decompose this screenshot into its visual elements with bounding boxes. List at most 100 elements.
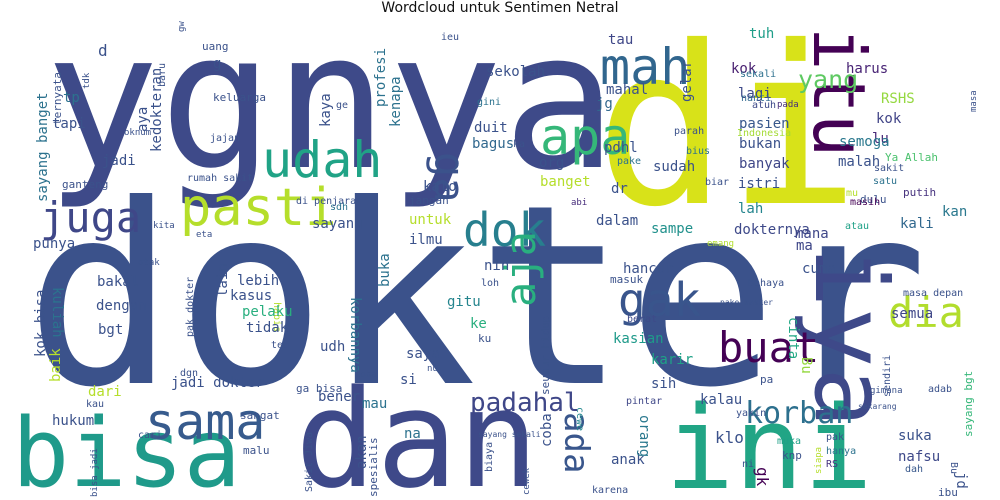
- cloud-word: akan: [354, 435, 370, 469]
- cloud-word: lagi: [738, 86, 772, 102]
- cloud-word: karena: [592, 485, 629, 496]
- cloud-word: d: [98, 41, 108, 60]
- cloud-word: saya: [406, 346, 440, 362]
- cloud-word: ka: [513, 139, 526, 150]
- cloud-word: dokternya: [734, 222, 810, 238]
- cloud-word: sangat: [240, 409, 280, 422]
- cloud-word: bahaya: [748, 278, 785, 289]
- cloud-word: bukan: [739, 136, 782, 152]
- cloud-word: korban: [745, 396, 854, 431]
- cloud-word: ga bisa: [296, 382, 343, 395]
- cloud-word: sayang: [312, 216, 363, 232]
- cloud-word: bagus: [472, 136, 515, 152]
- cloud-word: mau: [362, 396, 388, 412]
- cloud-word: gimana: [870, 386, 903, 396]
- cloud-word: kok: [876, 111, 902, 127]
- cloud-word: juga: [40, 193, 142, 242]
- cloud-word: lebih: [237, 273, 280, 289]
- cloud-word: kasian: [613, 331, 664, 347]
- cloud-word: nafsu: [898, 449, 941, 465]
- cloud-word: tapi: [52, 116, 86, 132]
- cloud-word: muka: [777, 436, 802, 447]
- cloud-word: tidak: [246, 320, 289, 336]
- cloud-word: parah: [674, 126, 705, 137]
- cloud-word: gk: [753, 467, 772, 487]
- cloud-word: kenapa: [388, 76, 404, 127]
- cloud-word: RS: [826, 459, 839, 470]
- cloud-word: pdhl: [604, 140, 638, 156]
- cloud-word: biaya: [484, 441, 495, 472]
- cloud-word: pak dokter: [185, 276, 196, 337]
- cloud-word: kita: [153, 221, 175, 231]
- cloud-word: sayang banget: [35, 92, 51, 202]
- cloud-word: loh: [481, 278, 500, 289]
- cloud-word: jg: [596, 96, 613, 112]
- cloud-word: dgn: [180, 368, 199, 379]
- cloud-word: otak: [138, 258, 160, 268]
- cloud-word: ilmu: [409, 232, 443, 248]
- cloud-word: cewek: [522, 467, 532, 495]
- cloud-word: Bu: [798, 357, 814, 374]
- cloud-word: pake masker: [720, 298, 773, 307]
- cloud-word: cinta: [785, 317, 801, 360]
- cloud-word: cewe: [574, 407, 585, 432]
- cloud-word: jd: [953, 472, 969, 489]
- cloud-word: gini: [477, 97, 502, 108]
- cloud-word: kok: [731, 61, 757, 77]
- cloud-word: org: [539, 155, 565, 171]
- cloud-word: berat: [627, 314, 658, 325]
- cloud-word: bener: [318, 389, 361, 405]
- cloud-word: sayang sekali: [478, 430, 541, 439]
- cloud-word: oknum: [124, 128, 152, 138]
- cloud-word: harus: [846, 61, 889, 77]
- cloud-word: kali: [900, 216, 934, 232]
- cloud-word: bius: [686, 146, 711, 157]
- cloud-word: sih: [651, 376, 677, 392]
- cloud-word: hancur: [623, 261, 674, 277]
- cloud-word: sudah: [653, 159, 696, 175]
- cloud-word: ini: [665, 382, 873, 500]
- cloud-word: tp: [63, 90, 80, 106]
- cloud-word: mah: [600, 38, 691, 96]
- cloud-word: nu: [427, 364, 438, 374]
- cloud-word: masuk: [610, 273, 644, 286]
- cloud-word: tdk: [82, 72, 92, 89]
- cloud-word: gitu: [447, 294, 481, 310]
- cloud-word: nanti: [741, 93, 772, 104]
- cloud-word: knp: [782, 449, 802, 462]
- cloud-word: sakit: [874, 163, 905, 174]
- cloud-word: coba: [539, 413, 555, 447]
- cloud-word: pada: [777, 100, 799, 110]
- cloud-word: kan: [942, 204, 968, 220]
- cloud-word: ge: [336, 100, 349, 111]
- cloud-word: bisa jadi: [90, 448, 100, 497]
- cloud-word: korbannya: [347, 297, 363, 373]
- cloud-word: pak: [826, 432, 845, 443]
- cloud-word: ma: [796, 238, 813, 254]
- cloud-word: teu: [271, 340, 290, 351]
- cloud-word: sekolah: [486, 64, 546, 80]
- cloud-word: sama: [145, 393, 266, 451]
- cloud-word: baik: [48, 348, 64, 382]
- cloud-word: yakin: [736, 408, 767, 419]
- cloud-word: di: [595, 17, 860, 255]
- cloud-word: yang: [798, 65, 859, 94]
- cloud-word: atau: [845, 221, 870, 232]
- cloud-word: dengan: [96, 298, 147, 314]
- cloud-word: bgt: [98, 322, 124, 338]
- cloud-word: semua: [891, 306, 934, 322]
- cloud-word: mahal: [606, 82, 649, 98]
- cloud-word: cari: [138, 430, 163, 441]
- cloud-word: kok bisa: [33, 289, 49, 357]
- cloud-word: udh: [320, 339, 346, 355]
- cloud-word: kasus: [230, 288, 273, 304]
- cloud-word: mu: [846, 188, 859, 199]
- cloud-word: gw: [177, 21, 187, 32]
- cloud-word: eta: [196, 230, 213, 240]
- cloud-word: hukum: [52, 413, 95, 429]
- cloud-word: ku: [478, 332, 492, 345]
- cloud-word: profesi: [373, 47, 389, 107]
- cloud-word: bisa: [12, 399, 241, 500]
- cloud-word: bakal: [97, 274, 140, 290]
- cloud-word: buka: [377, 253, 393, 287]
